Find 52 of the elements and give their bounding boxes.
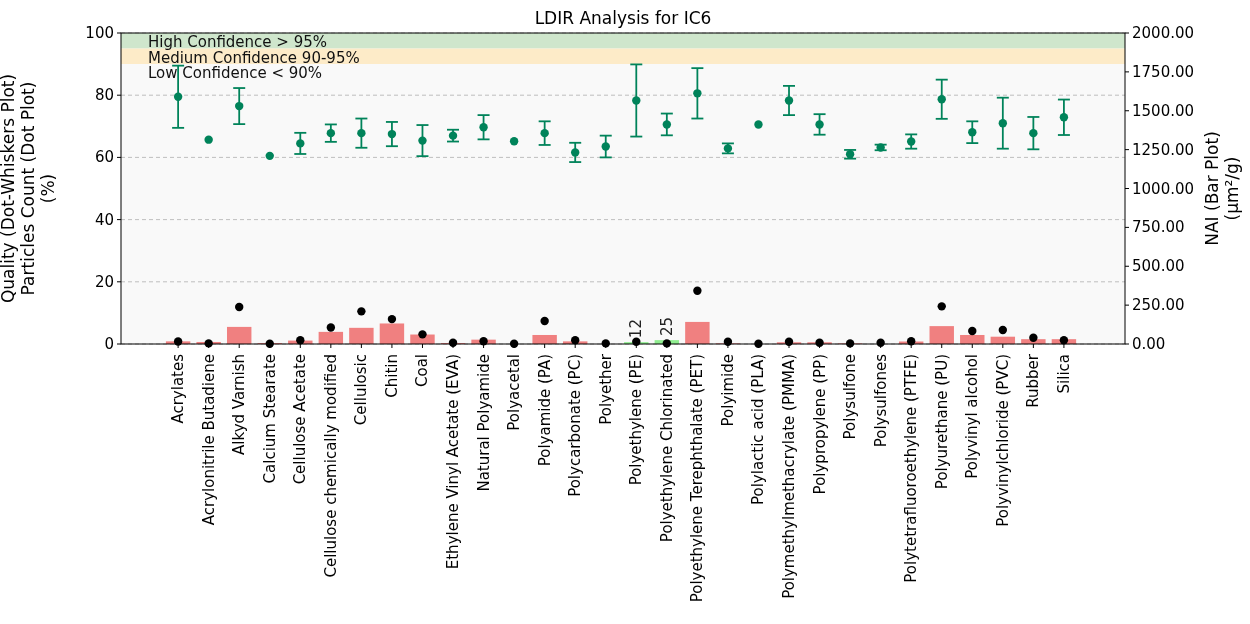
data-label: 12 — [627, 319, 646, 339]
y-tick-label: 60 — [94, 148, 114, 167]
y2-tick-label: 1750.00 — [1132, 62, 1195, 81]
x-tick-label: Alkyd Varnish — [230, 354, 249, 455]
y2-tick-label: 0.00 — [1132, 335, 1166, 353]
x-tick-label: Acrylates — [169, 353, 188, 424]
x-tick-label: Polypropylene (PP) — [810, 354, 829, 495]
x-tick-label: Silica — [1054, 354, 1073, 394]
x-tick-label: Polyether — [596, 353, 615, 425]
x-tick-label: Rubber — [1024, 353, 1043, 408]
chart-title: LDIR Analysis for IC6 — [534, 8, 712, 28]
y-tick-label: 20 — [94, 272, 114, 291]
x-tick-label: Cellulose chemically modified — [321, 354, 340, 578]
y2-tick-label: 500.00 — [1132, 257, 1185, 276]
x-tick-label: Polylactic acid (PLA) — [749, 354, 768, 506]
x-tick-label: Ethylene Vinyl Acetate (EVA) — [444, 354, 463, 570]
y-tick-label: 0 — [104, 335, 114, 353]
y2-axis-title: NAI (Bar Plot) (µm²/g) — [1202, 131, 1242, 246]
x-tick-label: Polytetrafluoroethylene (PTFE) — [902, 354, 921, 583]
y-tick-label: 100 — [85, 24, 114, 42]
x-tick-label: Polysulfones — [871, 353, 890, 448]
y2-tick-label: 2000.00 — [1132, 24, 1195, 42]
band-label: High Confidence > 95% — [148, 33, 328, 51]
x-tick-label: Polyurethane (PU) — [932, 354, 951, 490]
y-tick-label: 80 — [94, 86, 114, 105]
y2-tick-label: 250.00 — [1132, 296, 1185, 315]
x-tick-label: Polyethylene Terephthalate (PET) — [688, 354, 707, 603]
x-tick-label: Polysulfone — [841, 354, 860, 440]
x-tick-label: Polyacetal — [505, 354, 524, 431]
y2-tick-label: 1500.00 — [1132, 101, 1195, 120]
x-tick-label: Coal — [413, 354, 432, 388]
y2-tick-label: 1250.00 — [1132, 140, 1195, 159]
x-tick-label: Polyvinyl alcohol — [963, 354, 982, 479]
x-tick-label: Polymethylmethacrylate (PMMA) — [780, 354, 799, 599]
x-tick-label: Cellulose Acetate — [291, 354, 310, 485]
x-tick-label: Polycarbonate (PC) — [566, 354, 585, 497]
y2-tick-label: 1000.00 — [1132, 179, 1195, 198]
y-tick-label: 40 — [94, 210, 114, 229]
y-axis-title: Quality (Dot-Whiskers Plot) Particles Count (Dot Plot) (%) — [0, 73, 58, 304]
data-label: 25 — [657, 317, 676, 337]
y2-tick-label: 750.00 — [1132, 218, 1185, 237]
x-tick-label: Calcium Stearate — [260, 354, 279, 484]
x-tick-label: Polyimide — [718, 354, 737, 427]
x-tick-label: Cellulosic — [352, 354, 371, 426]
x-tick-label: Polyethylene (PE) — [627, 354, 646, 486]
x-tick-label: Polyamide (PA) — [535, 354, 554, 467]
band-label: Low Confidence < 90% — [148, 64, 323, 83]
x-tick-label: Acrylonitrile Butadiene — [199, 354, 218, 526]
x-tick-label: Polyethylene Chlorinated — [657, 354, 676, 543]
x-tick-label: Chitin — [382, 354, 401, 398]
x-tick-label: Polyvinylchloride (PVC) — [993, 354, 1012, 527]
x-tick-label: Natural Polyamide — [474, 354, 493, 492]
